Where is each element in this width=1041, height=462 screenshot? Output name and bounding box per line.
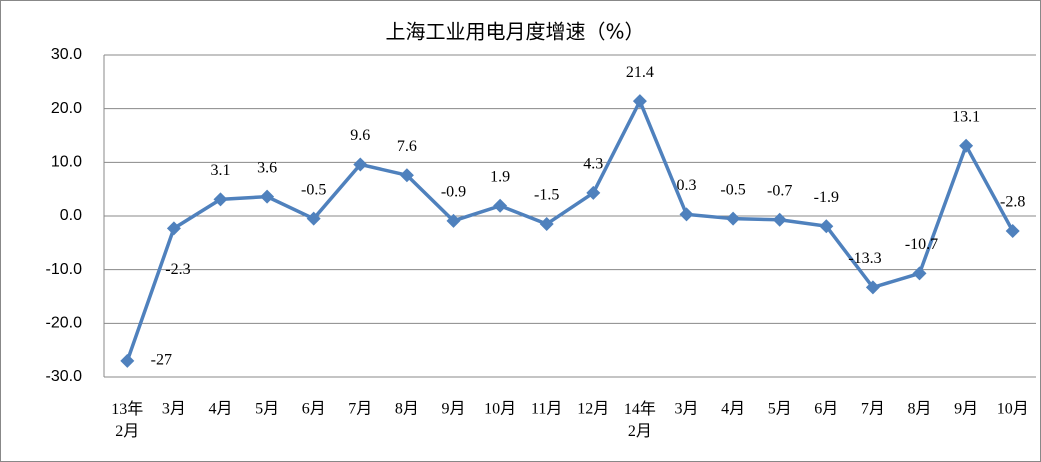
- marker: [213, 192, 228, 207]
- x-tick-label: 7月: [348, 401, 372, 418]
- marker: [1005, 224, 1020, 239]
- data-label: 1.9: [490, 168, 510, 185]
- marker: [260, 189, 275, 204]
- data-label: -10.7: [905, 236, 938, 253]
- x-tick-label: 9月: [441, 401, 465, 418]
- data-label: -1.9: [814, 189, 839, 206]
- y-tick-label: 20.0: [51, 100, 82, 117]
- marker: [679, 207, 694, 222]
- x-tick-label: 14年 2月: [624, 400, 656, 440]
- data-label: 9.6: [350, 127, 370, 144]
- data-label: -27: [151, 352, 172, 369]
- x-tick-label: 4月: [721, 401, 745, 418]
- data-label: 3.1: [211, 162, 231, 179]
- data-label: -1.5: [534, 187, 559, 204]
- y-tick-label: 30.0: [51, 46, 82, 63]
- marker: [772, 212, 787, 227]
- x-tick-label: 4月: [208, 401, 232, 418]
- marker: [166, 221, 181, 236]
- y-tick-label: -30.0: [46, 368, 83, 385]
- data-label: 3.6: [257, 159, 277, 176]
- x-tick-label: 9月: [954, 401, 978, 418]
- marker: [493, 198, 508, 213]
- marker: [586, 185, 601, 200]
- y-tick-label: 10.0: [51, 154, 82, 171]
- y-tick-label: -20.0: [46, 315, 83, 332]
- x-tick-label: 10月: [484, 401, 516, 418]
- x-tick-label: 10月: [997, 401, 1029, 418]
- data-label: -0.9: [441, 184, 466, 201]
- chart-title: 上海工业用电月度增速（%）: [385, 20, 644, 44]
- marker: [632, 94, 647, 109]
- data-label: -0.5: [301, 181, 326, 198]
- data-label: -2.3: [165, 261, 190, 278]
- x-tick-label: 6月: [302, 401, 326, 418]
- marker: [306, 211, 321, 226]
- x-tick-label: 12月: [577, 401, 609, 418]
- x-tick-label: 3月: [162, 401, 186, 418]
- line: [125, 96, 1015, 362]
- x-tick-label: 13年 2月: [111, 400, 143, 440]
- marker: [353, 157, 368, 172]
- marker: [819, 219, 834, 234]
- data-label: -0.5: [720, 181, 745, 198]
- x-tick-label: 5月: [255, 401, 279, 418]
- y-tick-label: -10.0: [46, 261, 83, 278]
- x-tick-label: 11月: [531, 401, 562, 418]
- marker: [912, 266, 927, 281]
- data-label: -0.7: [767, 182, 792, 199]
- data-label: 7.6: [397, 138, 417, 155]
- y-tick-label: 0.0: [60, 207, 82, 224]
- x-tick-label: 8月: [907, 401, 931, 418]
- marker: [959, 138, 974, 153]
- data-label: 13.1: [952, 108, 980, 125]
- x-tick-label: 7月: [861, 401, 885, 418]
- marker: [865, 280, 880, 295]
- data-label: -2.8: [1000, 194, 1025, 211]
- x-tick-label: 8月: [395, 401, 419, 418]
- data-label: -13.3: [848, 250, 881, 267]
- x-tick-label: 3月: [674, 401, 698, 418]
- x-tick-label: 6月: [814, 401, 838, 418]
- marker: [726, 211, 741, 226]
- data-label: 0.3: [677, 177, 697, 194]
- marker: [539, 217, 554, 232]
- x-tick-label: 5月: [768, 401, 792, 418]
- marker: [399, 168, 414, 183]
- data-label: 4.3: [583, 156, 603, 173]
- marker: [120, 353, 135, 368]
- marker: [446, 213, 461, 228]
- data-label: 21.4: [626, 64, 654, 81]
